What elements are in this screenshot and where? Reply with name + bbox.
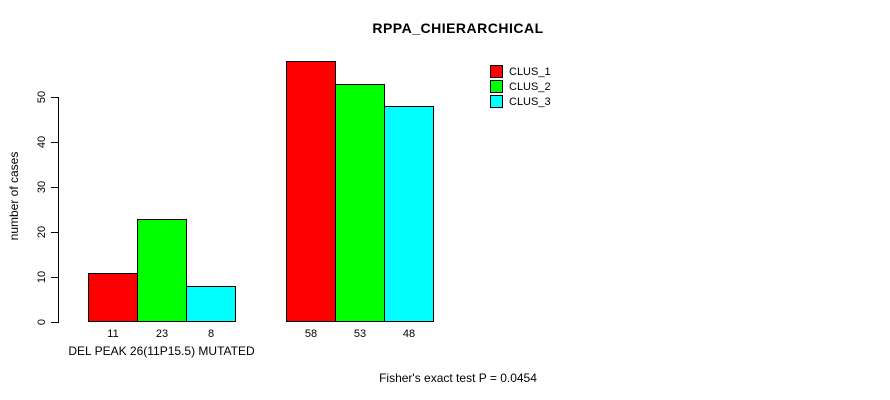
y-tick-label: 0 [36, 318, 48, 326]
legend-swatch-icon [490, 95, 503, 108]
bar-value-label: 23 [155, 328, 169, 340]
bar-value-label: 53 [353, 328, 367, 340]
legend-label: CLUS_1 [509, 65, 551, 78]
y-axis-line [58, 97, 59, 323]
bar-value-label: 48 [402, 328, 416, 340]
y-tick-label: 30 [36, 180, 48, 194]
bar-clus_3 [384, 106, 434, 322]
bar-value-label: 11 [107, 328, 119, 340]
bar-clus_2 [137, 218, 187, 322]
y-tick-label: 20 [36, 225, 48, 239]
bar-clus_1 [88, 272, 138, 322]
y-axis-label: number of cases [7, 151, 21, 241]
y-tick-label: 50 [36, 90, 48, 104]
y-axis-tick [51, 277, 58, 278]
legend-swatch-icon [490, 65, 503, 78]
chart-title: RPPA_CHIERARCHICAL [372, 20, 544, 36]
bar-clus_1 [286, 61, 336, 322]
legend-item: CLUS_2 [490, 79, 551, 94]
legend: CLUS_1 CLUS_2 CLUS_3 [490, 64, 551, 109]
bar-clus_2 [335, 83, 385, 322]
y-axis-tick [51, 232, 58, 233]
y-axis-tick [51, 322, 58, 323]
bar-clus_3 [186, 286, 236, 322]
stat-annotation: Fisher's exact test P = 0.0454 [379, 371, 537, 385]
legend-item: CLUS_1 [490, 64, 551, 79]
y-axis-tick [51, 187, 58, 188]
y-axis-tick [51, 97, 58, 98]
bar-value-label: 58 [304, 328, 318, 340]
legend-swatch-icon [490, 80, 503, 93]
y-axis-tick [51, 142, 58, 143]
legend-label: CLUS_2 [509, 80, 551, 93]
y-tick-label: 40 [36, 135, 48, 149]
legend-item: CLUS_3 [490, 94, 551, 109]
x-axis-group-label: DEL PEAK 26(11P15.5) MUTATED [68, 344, 255, 358]
bar-value-label: 8 [207, 328, 215, 340]
legend-label: CLUS_3 [509, 95, 551, 108]
y-tick-label: 10 [36, 270, 48, 284]
